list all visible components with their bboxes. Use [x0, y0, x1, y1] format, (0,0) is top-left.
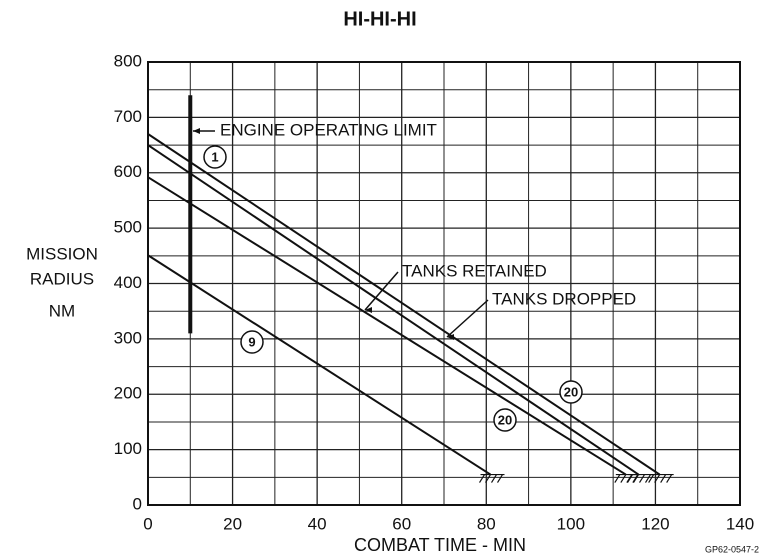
x-tick-label: 120 [641, 514, 669, 533]
figure-code: GP62-0547-2 [705, 544, 759, 554]
x-axis-label: COMBAT TIME - MIN [354, 535, 526, 555]
arrow-head [365, 307, 372, 313]
curve-label: 20 [564, 384, 578, 399]
curve-label: 1 [211, 149, 218, 164]
curve-marker [493, 408, 517, 432]
x-tick-label: 60 [392, 514, 411, 533]
arrow-head [193, 128, 200, 134]
y-tick-label: 600 [114, 162, 142, 181]
line [147, 133, 661, 476]
line [147, 254, 492, 476]
arrow-head [447, 334, 454, 340]
curve-label: 9 [248, 334, 255, 349]
x-tick-label: 0 [143, 514, 152, 533]
y-tick-label: 200 [114, 384, 142, 403]
chart-title: HI-HI-HI [343, 8, 416, 30]
y-tick-label: 300 [114, 328, 142, 347]
y-tick-label: 700 [114, 107, 142, 126]
y-tick-label: 100 [114, 439, 142, 458]
curve-marker [240, 330, 264, 354]
y-axis-label: RADIUS [30, 269, 94, 288]
line [147, 176, 627, 476]
curve-label: 20 [498, 412, 512, 427]
annotation: ENGINE OPERATING LIMIT [220, 120, 437, 139]
x-tick-label: 40 [308, 514, 327, 533]
y-tick-label: 500 [114, 218, 142, 237]
end-hatch [614, 473, 640, 483]
plot-frame [147, 61, 741, 506]
y-axis-label: MISSION [26, 244, 98, 263]
annotation: TANKS RETAINED [402, 261, 547, 280]
end-hatch [648, 473, 674, 483]
line [147, 144, 640, 476]
x-tick-label: 100 [557, 514, 585, 533]
curve-marker [559, 380, 583, 404]
x-tick-label: 20 [223, 514, 242, 533]
y-axis-label: NM [49, 301, 75, 320]
leader-line [446, 299, 489, 338]
leader-line [364, 271, 399, 311]
x-tick-label: 140 [726, 514, 754, 533]
annotation: TANKS DROPPED [492, 289, 636, 308]
x-tick-label: 80 [477, 514, 496, 533]
y-tick-label: 800 [114, 51, 142, 70]
curve-marker [203, 145, 227, 169]
y-tick-label: 0 [133, 494, 142, 513]
y-tick-label: 400 [114, 273, 142, 292]
end-hatch [479, 473, 505, 483]
